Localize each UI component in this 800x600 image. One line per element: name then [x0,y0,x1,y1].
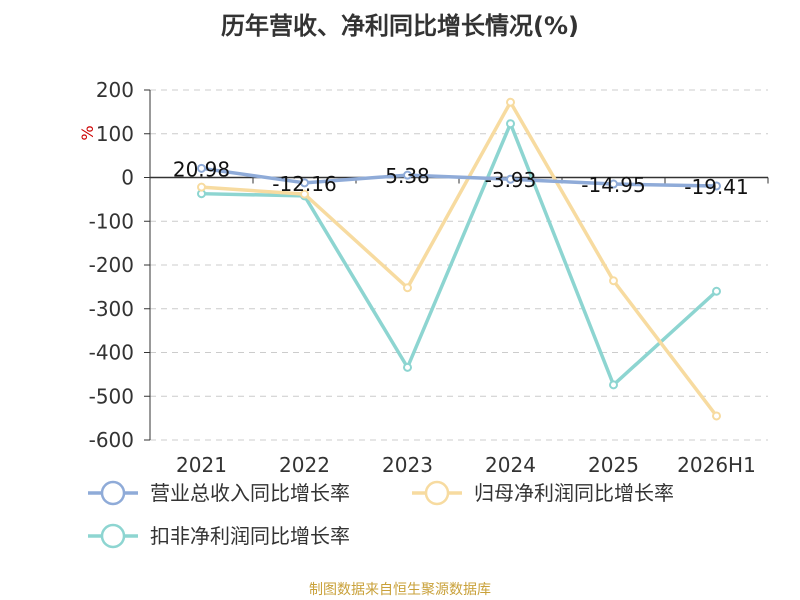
data-label: 5.38 [385,164,430,188]
legend-label: 扣非净利润同比增长率 [150,524,350,548]
x-tick-label: 2022 [279,453,330,477]
legend-item-1[interactable]: 营业总收入同比增长率 [88,480,350,506]
y-tick-label: -500 [89,384,134,408]
y-tick-label: 200 [96,78,134,102]
series-line-2 [201,100,718,417]
x-tick-label: 2023 [382,453,433,477]
y-tick-label: -300 [89,297,134,321]
data-point [403,283,412,293]
data-label: 20.98 [173,157,230,181]
data-point [712,181,721,191]
y-axis-unit: % [78,125,97,140]
data-point [300,178,309,188]
data-point [712,411,721,421]
data-label: -19.41 [684,175,748,199]
series-line-1 [201,166,717,188]
legend-label: 归母净利润同比增长率 [474,481,674,505]
gridlines [150,89,768,441]
y-tick-label: -400 [89,341,134,365]
data-point [609,276,618,286]
data-label: -3.93 [485,168,537,192]
legend-item-2[interactable]: 归母净利润同比增长率 [412,480,674,506]
data-point [609,179,618,189]
x-tick-label: 2026H1 [677,453,756,477]
x-tick-label: 2024 [485,453,536,477]
data-point [197,182,206,192]
source-note: 制图数据来自恒生聚源数据库 [309,582,491,598]
chart-title: 历年营收、净利同比增长情况(%) [221,12,579,40]
y-tick-label: 0 [121,166,134,190]
y-tick-label: 100 [96,122,134,146]
legend-marker-icon [424,480,450,506]
data-point [712,286,721,296]
data-point [403,362,412,372]
data-point [197,163,206,173]
data-point [300,189,309,199]
y-tick-label: -200 [89,253,134,277]
axes: 200 100 0 -100 -200 -300 -400 -500 -600 2021 2022 2… [78,78,769,477]
x-tick-label: 2021 [176,453,227,477]
data-point [403,170,412,180]
data-labels: 20.98 -12.16 5.38 -3.93 -14.95 -19.41 [173,157,749,199]
series-line-3 [201,121,718,387]
data-point [506,174,515,184]
legend-label: 营业总收入同比增长率 [150,481,350,505]
data-label: -12.16 [272,172,336,196]
series-lines [197,97,721,421]
data-point [609,380,618,390]
data-point [506,119,515,129]
legend-marker-icon [100,523,126,549]
legend-marker-icon [100,480,126,506]
y-tick-label: -600 [89,428,134,452]
x-tick-label: 2025 [588,453,639,477]
y-tick-label: -100 [89,209,134,233]
data-point [506,97,515,107]
data-label: -14.95 [581,173,645,197]
legend-item-3[interactable]: 扣非净利润同比增长率 [88,523,350,549]
